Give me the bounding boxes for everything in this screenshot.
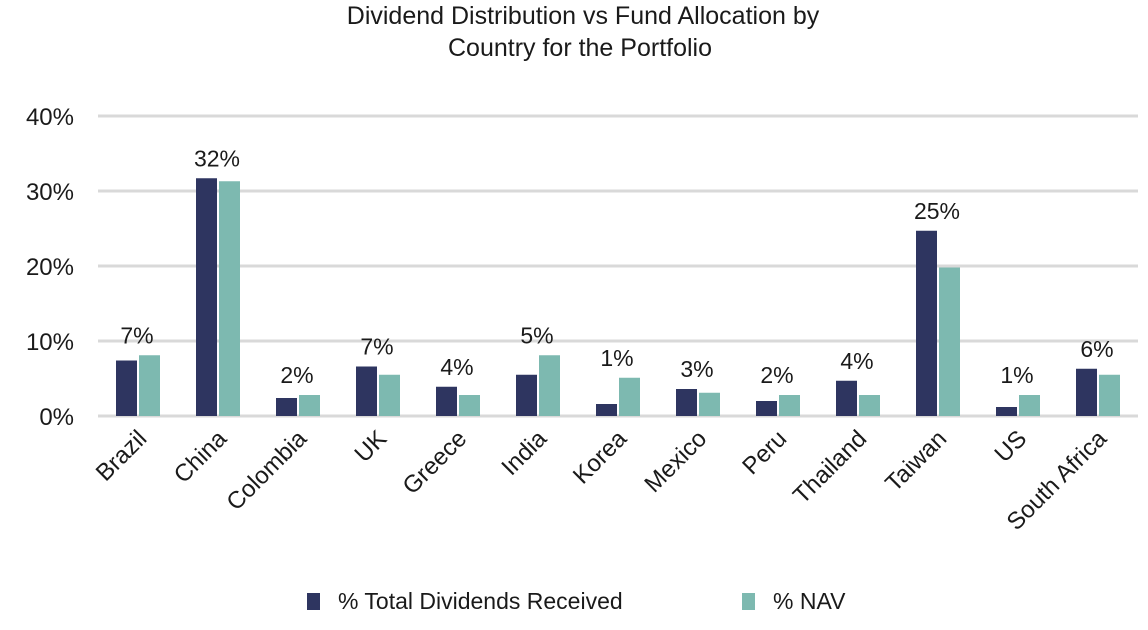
data-label: 1%	[600, 345, 633, 371]
bar-total-dividends-uk	[356, 366, 377, 416]
data-label: 3%	[680, 356, 713, 382]
bar-nav-uk	[379, 374, 400, 416]
bar-total-dividends-colombia	[276, 398, 297, 416]
bar-nav-south-africa	[1099, 374, 1120, 416]
y-axis-tick-labels: 0% 10% 20% 30% 40%	[26, 104, 74, 431]
bar-nav-us	[1019, 395, 1040, 416]
bar-total-dividends-us	[996, 407, 1017, 416]
data-label: 1%	[1000, 362, 1033, 388]
bar-total-dividends-mexico	[676, 389, 697, 416]
bar-total-dividends-south-africa	[1076, 368, 1097, 416]
x-tick-label: China	[169, 425, 233, 489]
bar-total-dividends-peru	[756, 401, 777, 416]
x-tick-label: Mexico	[639, 425, 712, 498]
y-tick-label: 10%	[26, 329, 74, 356]
data-label: 32%	[194, 145, 240, 171]
bar-total-dividends-thailand	[836, 380, 857, 416]
data-label: 25%	[914, 198, 960, 224]
legend: % Total Dividends Received % NAV	[307, 588, 846, 614]
data-label: 2%	[280, 362, 313, 388]
bar-nav-china	[219, 181, 240, 416]
bar-nav-brazil	[139, 355, 160, 416]
bar-nav-thailand	[859, 395, 880, 416]
data-label: 7%	[360, 334, 393, 360]
x-tick-label: Peru	[737, 425, 792, 480]
legend-swatch-nav	[742, 593, 755, 610]
chart-title: Dividend Distribution vs Fund Allocation…	[347, 2, 820, 62]
legend-label-total-dividends: % Total Dividends Received	[338, 588, 623, 614]
data-label: 4%	[440, 354, 473, 380]
bar-total-dividends-korea	[596, 404, 617, 416]
x-tick-label: US	[990, 425, 1033, 468]
y-tick-label: 40%	[26, 104, 74, 131]
data-label: 5%	[520, 322, 553, 348]
bar-nav-colombia	[299, 395, 320, 416]
x-tick-label: Taiwan	[880, 425, 952, 497]
bar-total-dividends-india	[516, 374, 537, 416]
bar-nav-korea	[619, 377, 640, 416]
bar-nav-peru	[779, 395, 800, 416]
data-labels: 7% 32% 2% 7% 4% 5% 1% 3% 2% 4% 25% 1% 6%	[120, 145, 1113, 388]
bar-nav-india	[539, 355, 560, 416]
bars	[116, 178, 1120, 416]
bar-nav-greece	[459, 395, 480, 416]
x-tick-label: India	[496, 425, 552, 481]
bar-total-dividends-brazil	[116, 360, 137, 416]
data-label: 4%	[840, 348, 873, 374]
bar-total-dividends-greece	[436, 386, 457, 416]
bar-total-dividends-china	[196, 178, 217, 416]
x-tick-label: Thailand	[788, 425, 872, 509]
bar-nav-taiwan	[939, 267, 960, 416]
data-label: 6%	[1080, 336, 1113, 362]
gridlines	[98, 114, 1138, 418]
bar-total-dividends-taiwan	[916, 230, 937, 416]
legend-swatch-total-dividends	[307, 593, 320, 610]
y-tick-label: 0%	[39, 404, 74, 431]
chart-title-line-2: Country for the Portfolio	[448, 34, 712, 62]
y-tick-label: 20%	[26, 254, 74, 281]
data-label: 7%	[120, 322, 153, 348]
y-tick-label: 30%	[26, 179, 74, 206]
x-tick-label: Korea	[568, 425, 633, 490]
x-tick-label: Brazil	[91, 425, 153, 487]
x-tick-label: UK	[350, 425, 393, 468]
x-tick-label: Colombia	[221, 425, 312, 516]
bar-nav-mexico	[699, 392, 720, 416]
chart-title-line-1: Dividend Distribution vs Fund Allocation…	[347, 2, 820, 30]
x-tick-label: Greece	[397, 425, 472, 500]
data-label: 2%	[760, 362, 793, 388]
legend-label-nav: % NAV	[773, 588, 846, 614]
